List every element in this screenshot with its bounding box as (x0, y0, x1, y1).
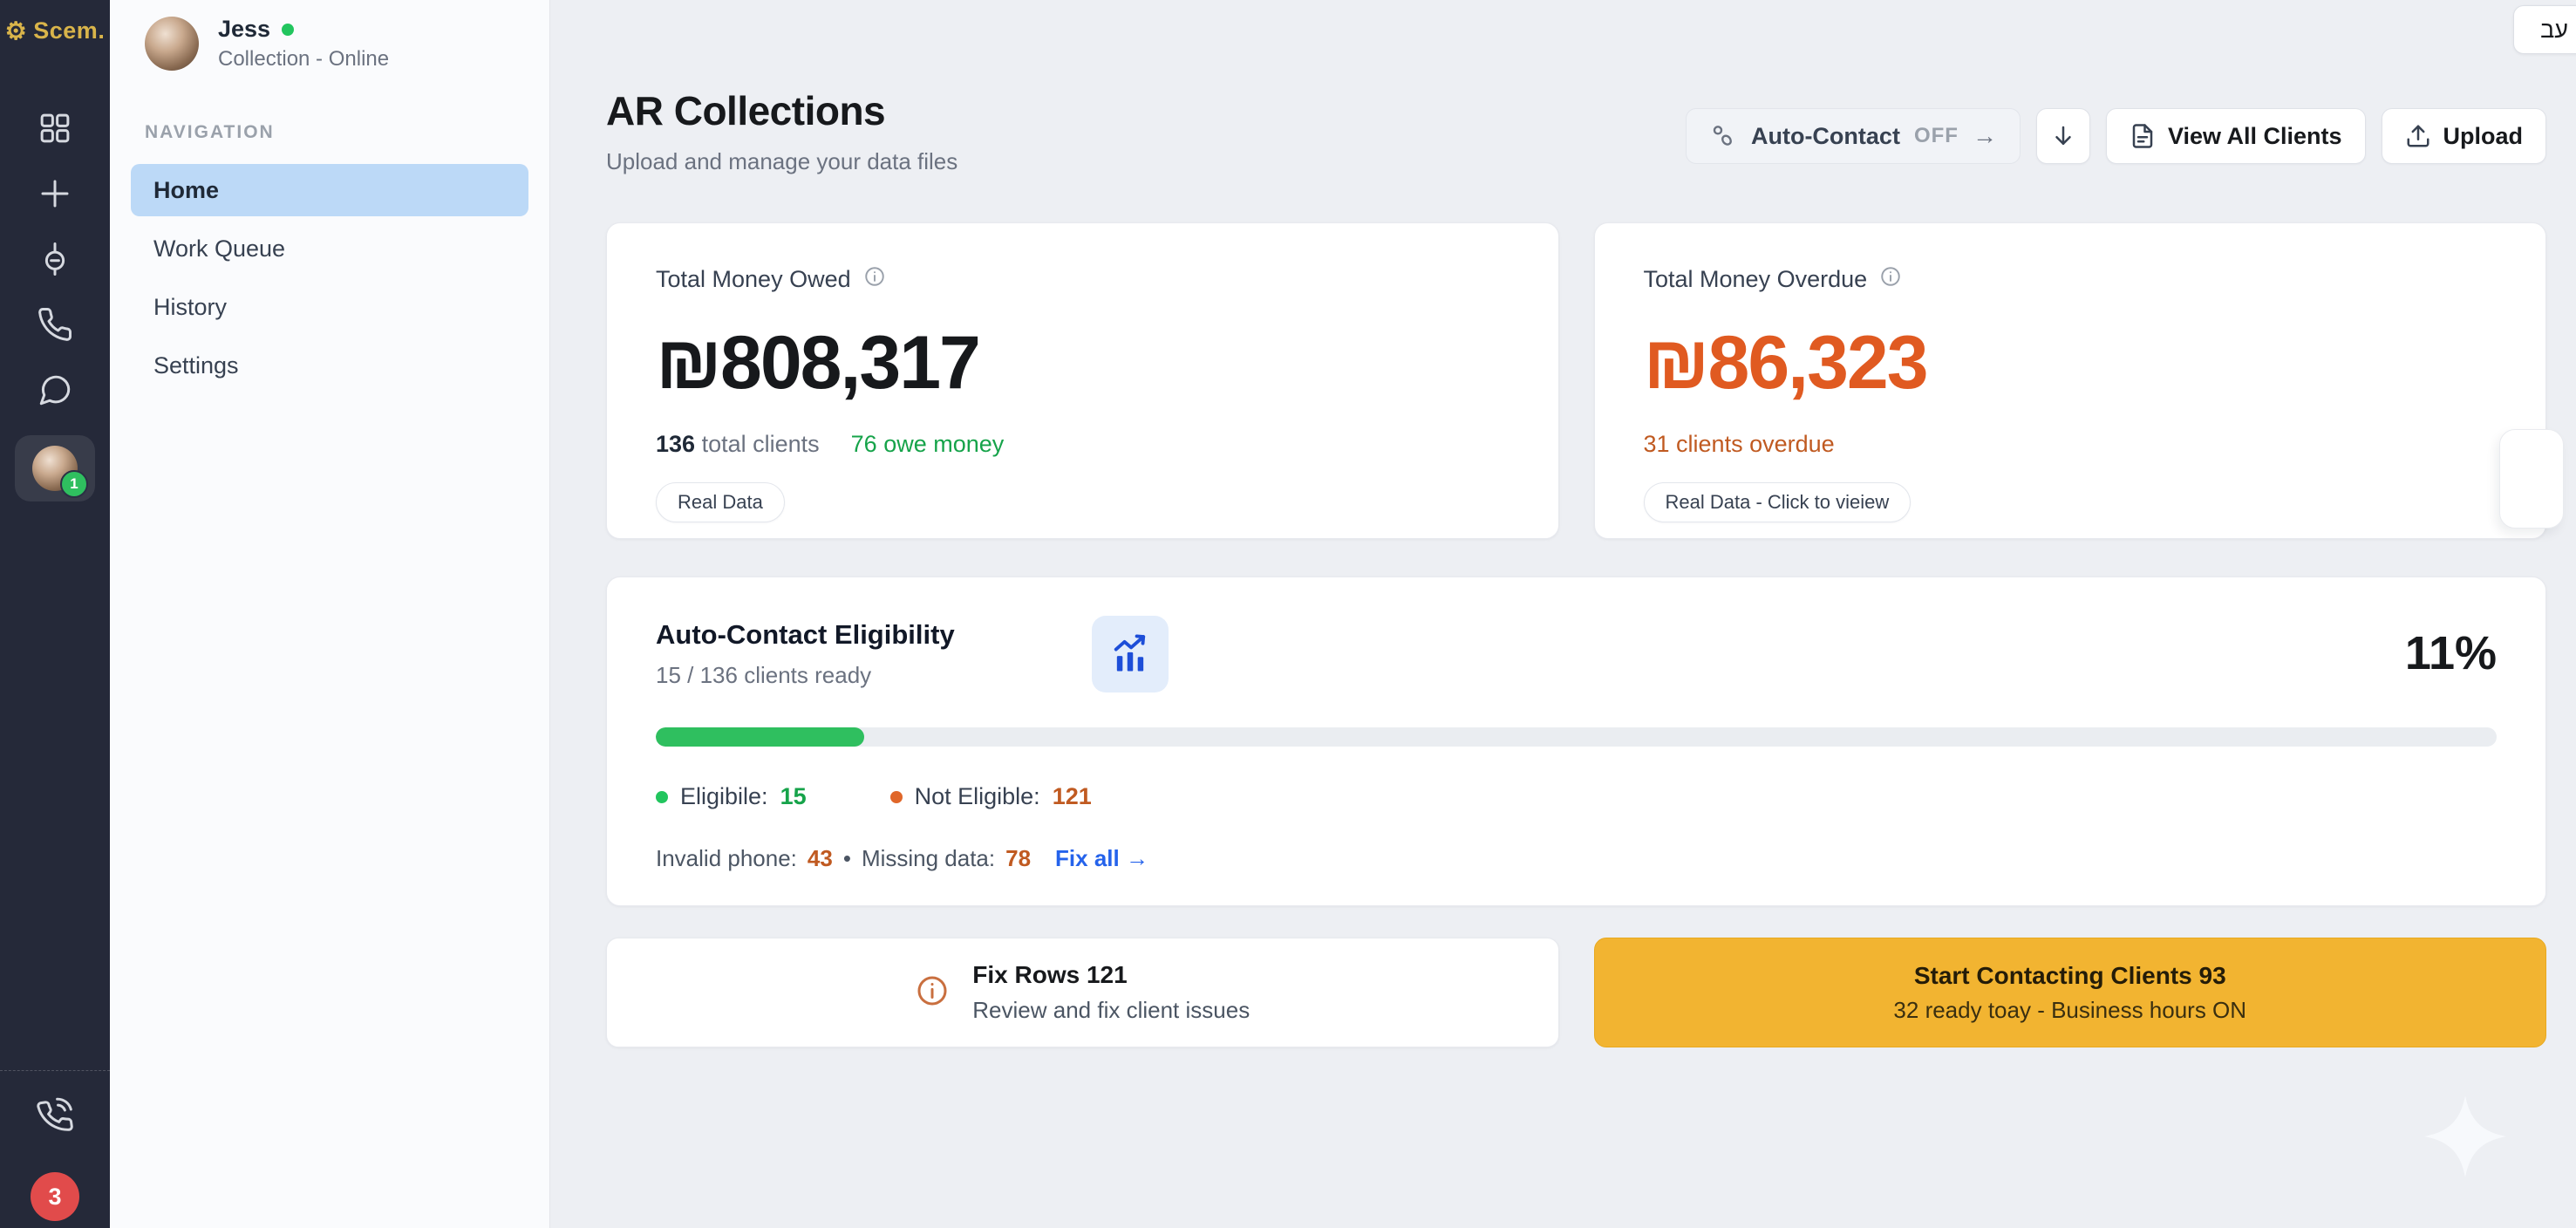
owed-amount: ₪ 808,317 (656, 320, 1509, 406)
main-content: AR Collections Upload and manage your da… (550, 0, 2576, 1228)
owed-card-title: Total Money Owed (656, 266, 851, 292)
missing-data-value: 78 (1005, 845, 1032, 871)
meta-separator: • (842, 845, 851, 871)
grid-icon[interactable] (34, 107, 76, 149)
fix-rows-title: Fix Rows 121 (972, 961, 1128, 988)
popover-sliver (2499, 429, 2564, 529)
page-header: AR Collections Upload and manage your da… (606, 87, 2546, 175)
eligible-label: Eligibile: (680, 783, 768, 809)
invalid-phone-value: 43 (807, 845, 833, 871)
info-icon[interactable] (863, 265, 886, 294)
clients-overdue-stat: 31 clients overdue (1643, 431, 1835, 457)
nav-sidebar: Jess Collection - Online NAVIGATION Home… (110, 0, 550, 1228)
info-icon[interactable] (1879, 265, 1902, 294)
overdue-amount-value: 86,323 (1707, 321, 1929, 405)
brand-logo: ⚙ Scem. (5, 17, 106, 44)
online-status-dot (282, 23, 295, 36)
avatar-status-badge: 1 (60, 470, 88, 498)
upload-icon (2407, 125, 2429, 147)
plug-icon[interactable] (34, 238, 76, 280)
eligibility-progress-track (656, 727, 2497, 747)
sparkle-icon (2424, 1095, 2506, 1177)
arrow-right-icon: → (1972, 122, 1997, 149)
download-button[interactable] (2035, 108, 2090, 164)
nav-section-label: NAVIGATION (145, 122, 275, 142)
owe-money-stat: 76 owe money (850, 431, 1005, 457)
link-off-icon (1713, 126, 1732, 146)
user-name: Jess (218, 16, 271, 42)
rail-bottom-section: 3 (0, 1070, 110, 1228)
rail-user-avatar[interactable]: 1 (15, 435, 95, 501)
owed-amount-value: 808,317 (720, 321, 981, 405)
total-money-overdue-card: Total Money Overdue ₪ 86,323 31 clients o… (1593, 222, 2546, 539)
not-eligible-legend-item: Not Eligible: 121 (889, 783, 1092, 810)
invalid-phone-label: Invalid phone: (656, 845, 797, 871)
start-contacting-subtitle: 32 ready toay - Business hours ON (1893, 996, 2247, 1023)
upload-label: Upload (2443, 122, 2524, 149)
language-chip[interactable]: עב (2513, 5, 2576, 54)
document-icon (2132, 124, 2153, 148)
start-contacting-title: Start Contacting Clients 93 (1913, 961, 2226, 989)
sidebar-item-settings[interactable]: Settings (153, 351, 239, 379)
green-dot-icon (656, 790, 668, 803)
upload-button[interactable]: Upload (2381, 108, 2546, 164)
total-money-owed-card: Total Money Owed ₪ 808,317 136 total clie… (606, 222, 1559, 539)
chart-icon-tile (1092, 616, 1169, 692)
bar-chart-icon (1114, 634, 1146, 672)
overdue-amount: ₪ 86,323 (1644, 320, 2498, 406)
eligible-value: 15 (780, 783, 807, 809)
dark-rail: ⚙ Scem. 1 (0, 0, 110, 1228)
chat-icon[interactable] (34, 369, 76, 411)
sidebar-item-history[interactable]: History (153, 293, 228, 320)
auto-contact-label: Auto-Contact (1750, 122, 1900, 149)
header-controls: Auto-Contact OFF → View All Clients Uplo… (1685, 108, 2546, 164)
eligibility-progress-fill (656, 727, 864, 747)
eligibility-percent: 11% (2404, 627, 2497, 679)
stats-row: Total Money Owed ₪ 808,317 136 total clie… (606, 222, 2546, 539)
eligible-legend-item: Eligibile: 15 (656, 783, 807, 810)
start-contacting-button[interactable]: Start Contacting Clients 93 32 ready toa… (1593, 938, 2546, 1047)
overdue-card-title: Total Money Overdue (1643, 266, 1868, 292)
alert-circle-icon (915, 973, 950, 1013)
auto-contact-toggle[interactable]: Auto-Contact OFF → (1685, 108, 2021, 164)
phone-icon[interactable] (34, 304, 76, 345)
sidebar-item-home[interactable]: Home (131, 164, 528, 216)
page-subtitle: Upload and manage your data files (606, 148, 958, 174)
fix-all-link[interactable]: Fix all → (1055, 845, 1148, 871)
eligibility-title: Auto-Contact Eligibility (656, 619, 955, 650)
real-data-click-badge[interactable]: Real Data - Click to vieiew (1643, 482, 1912, 522)
arrow-down-icon (2055, 126, 2071, 145)
auto-contact-state: OFF (1913, 124, 1959, 147)
shekel-sign: ₪ (1643, 321, 1710, 405)
notification-badge[interactable]: 3 (31, 1172, 79, 1221)
not-eligible-label: Not Eligible: (914, 783, 1040, 809)
rail-icon-stack (34, 107, 76, 411)
not-eligible-value: 121 (1052, 783, 1092, 809)
auto-contact-eligibility-card: Auto-Contact Eligibility 15 / 136 client… (606, 576, 2546, 906)
eligibility-subtitle: 15 / 136 clients ready (656, 662, 872, 688)
view-all-clients-label: View All Clients (2167, 122, 2342, 149)
orange-dot-icon (889, 790, 903, 803)
view-all-clients-button[interactable]: View All Clients (2105, 108, 2366, 164)
sidebar-item-work-queue[interactable]: Work Queue (153, 235, 286, 262)
shekel-sign: ₪ (656, 321, 722, 405)
user-status: Collection - Online (218, 47, 390, 71)
missing-data-label: Missing data: (861, 845, 996, 871)
user-avatar (145, 17, 199, 71)
real-data-badge: Real Data (656, 482, 785, 522)
fix-rows-subtitle: Review and fix client issues (972, 997, 1251, 1023)
total-clients-stat: 136 total clients (656, 431, 820, 457)
page-title: AR Collections (606, 88, 886, 133)
plus-icon[interactable] (34, 173, 76, 215)
actions-row: Fix Rows 121 Review and fix client issue… (606, 938, 2546, 1047)
user-profile[interactable]: Jess Collection - Online (131, 16, 528, 72)
phone-volume-icon[interactable] (34, 1095, 76, 1137)
fix-rows-button[interactable]: Fix Rows 121 Review and fix client issue… (606, 938, 1559, 1047)
brand-logo-text: Scem. (33, 17, 106, 44)
gear-logo-icon: ⚙ (4, 17, 28, 44)
